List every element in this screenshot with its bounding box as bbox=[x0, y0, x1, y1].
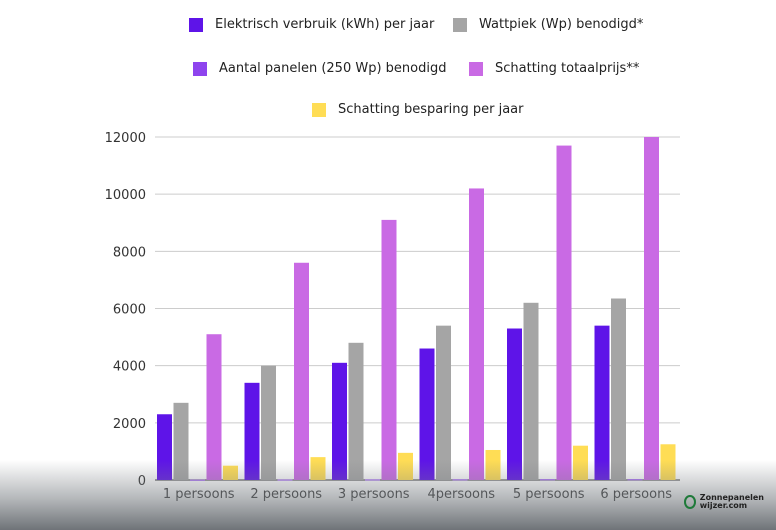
y-tick-label: 10000 bbox=[105, 188, 146, 203]
y-tick-label: 2000 bbox=[113, 417, 146, 432]
legend-item[interactable]: Schatting besparing per jaar bbox=[312, 102, 523, 117]
legend-label: Schatting besparing per jaar bbox=[338, 102, 524, 117]
x-tick-label: 3 persoons bbox=[338, 487, 410, 502]
bar-4 bbox=[294, 262, 309, 480]
legend-item[interactable]: Wattpiek (Wp) benodigd* bbox=[453, 17, 643, 32]
bar-1 bbox=[419, 348, 435, 480]
bar-1 bbox=[594, 325, 610, 480]
y-tick-label: 6000 bbox=[113, 303, 146, 318]
y-tick-label: 12000 bbox=[105, 131, 146, 146]
x-tick-label: 5 persoons bbox=[513, 487, 585, 502]
legend-label: Schatting totaalprijs** bbox=[495, 61, 640, 76]
bar-4 bbox=[381, 219, 397, 480]
bar-5 bbox=[485, 449, 501, 480]
bar-1 bbox=[244, 382, 260, 480]
bar-1 bbox=[507, 328, 522, 480]
logo-text-1: Zonnepanelen bbox=[699, 493, 764, 502]
legend-swatch bbox=[189, 17, 203, 32]
bar-2 bbox=[436, 325, 451, 480]
legend-item[interactable]: Elektrisch verbruik (kWh) per jaar bbox=[189, 17, 434, 32]
bar-2 bbox=[611, 298, 626, 480]
legend-label: Elektrisch verbruik (kWh) per jaar bbox=[215, 17, 435, 32]
legend-swatch bbox=[312, 102, 326, 117]
bar-2 bbox=[523, 302, 539, 480]
legend-item[interactable]: Aantal panelen (250 Wp) benodigd bbox=[193, 61, 446, 76]
bar-5 bbox=[660, 444, 676, 480]
bar-4 bbox=[206, 334, 222, 480]
x-tick-label: 4persoons bbox=[427, 487, 495, 502]
bar-2 bbox=[348, 342, 364, 480]
logo-icon bbox=[684, 495, 696, 509]
bar-3 bbox=[190, 479, 205, 481]
bar-3 bbox=[277, 479, 293, 481]
legend-item[interactable]: Schatting totaalprijs** bbox=[469, 61, 639, 76]
legend-label: Wattpiek (Wp) benodigd* bbox=[479, 17, 644, 32]
bar-4 bbox=[469, 188, 484, 480]
logo: Zonnepanelen wijzer.com bbox=[684, 490, 764, 514]
y-tick-label: 0 bbox=[138, 474, 146, 489]
bar-3 bbox=[365, 479, 380, 481]
legend-swatch bbox=[193, 61, 207, 76]
legend-swatch bbox=[469, 61, 483, 76]
bar-4 bbox=[644, 137, 659, 480]
legend-label: Aantal panelen (250 Wp) benodigd bbox=[219, 61, 447, 76]
bar-3 bbox=[627, 479, 643, 481]
bar-2 bbox=[261, 365, 276, 480]
bar-5 bbox=[573, 445, 588, 480]
x-tick-label: 2 persoons bbox=[250, 487, 322, 502]
bar-2 bbox=[173, 402, 189, 480]
bar-4 bbox=[556, 145, 572, 480]
y-tick-label: 8000 bbox=[113, 245, 146, 260]
bar-5 bbox=[398, 452, 413, 480]
bar-1 bbox=[332, 362, 347, 480]
x-tick-label: 1 persoons bbox=[163, 487, 235, 502]
y-tick-label: 4000 bbox=[113, 360, 146, 375]
bar-5 bbox=[310, 457, 326, 480]
bar-1 bbox=[157, 414, 172, 480]
bar-3 bbox=[540, 479, 555, 481]
bar-3 bbox=[452, 479, 468, 481]
bar-5 bbox=[223, 465, 238, 480]
x-tick-label: 6 persoons bbox=[600, 487, 672, 502]
legend-swatch bbox=[453, 17, 467, 32]
logo-text-2: wijzer.com bbox=[699, 501, 748, 510]
